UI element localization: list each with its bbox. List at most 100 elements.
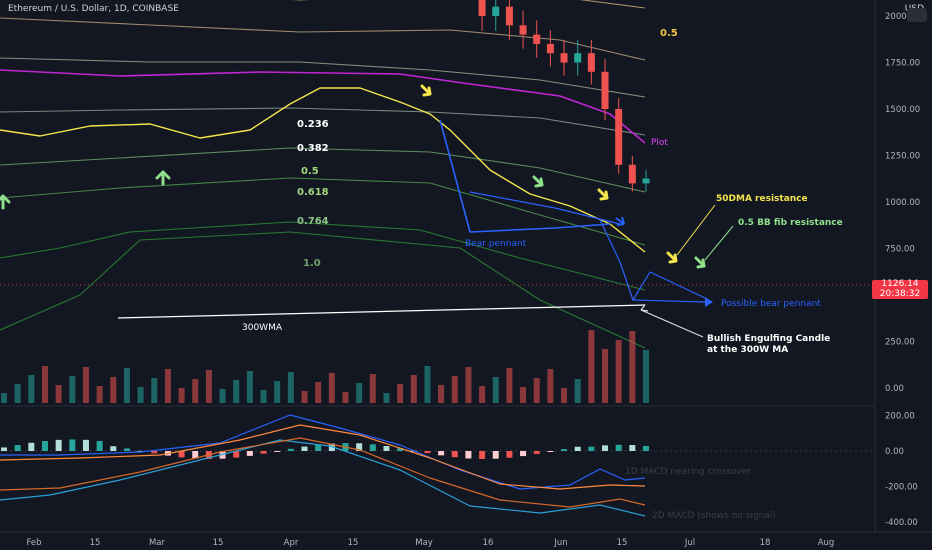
macd-histogram-bar — [383, 446, 390, 451]
volume-bar — [123, 368, 130, 403]
volume-bar — [397, 384, 404, 403]
candle — [560, 53, 568, 63]
macd-tick-label: 200.00 — [885, 412, 915, 422]
macd-histogram-bar — [287, 448, 294, 451]
yellow-arrow-icon — [420, 84, 432, 97]
fib-label: 0.764 — [297, 216, 329, 227]
macd-histogram-bar — [547, 451, 554, 452]
volume-bar — [260, 390, 267, 403]
macd-histogram-bar — [629, 445, 636, 451]
volume-bar — [192, 379, 199, 403]
time-tick-label: 16 — [483, 538, 494, 548]
macd-histogram-bar — [151, 451, 158, 454]
last-price-tag: 1126.14 20:38:32 — [872, 279, 928, 299]
macd-1d-slow — [0, 424, 646, 490]
volume-bar — [465, 367, 472, 403]
time-tick-label: Jun — [553, 538, 567, 548]
macd-histogram-bar — [192, 451, 199, 459]
macd-histogram-bar — [643, 445, 649, 451]
macd-histogram-bar — [492, 451, 499, 459]
possible-pennant-label: Possible bear pennant — [721, 299, 821, 309]
volume-bar — [356, 383, 363, 403]
ma50-resistance-label: 50DMA resistance — [716, 194, 808, 204]
volume-bar — [451, 376, 458, 403]
price-tick-label: 1000.00 — [885, 198, 920, 208]
time-tick-label: Aug — [818, 538, 835, 548]
band-line — [0, 231, 646, 349]
volume-bar — [533, 378, 540, 403]
macd-histogram-bar — [28, 442, 35, 451]
price-tick-label: 0.00 — [885, 384, 904, 394]
macd-histogram-bar — [615, 444, 622, 451]
volume-bar — [588, 330, 595, 403]
volume-bar — [506, 368, 513, 403]
fib-label: 0.618 — [297, 187, 329, 198]
volume-bar — [328, 373, 335, 403]
volume-bar — [233, 380, 240, 403]
time-tick-label: 15 — [617, 538, 628, 548]
volume-bar — [520, 387, 527, 403]
macd-histogram-bar — [520, 451, 527, 457]
symbol-title[interactable]: Ethereum / U.S. Dollar, 1D, COINBASE — [8, 4, 179, 14]
macd-histogram-bar — [465, 451, 472, 459]
macd-histogram-bar — [260, 451, 267, 454]
volume-bar — [178, 388, 185, 403]
volume-bar — [28, 375, 35, 403]
time-tick-label: Feb — [26, 538, 41, 548]
green-arrow-icon — [694, 256, 706, 269]
candle — [587, 53, 595, 72]
band-line — [0, 177, 646, 246]
candle — [492, 6, 500, 16]
macd-2d-label: 2D MACD (shows no signal) — [652, 511, 776, 521]
macd-histogram-bar — [233, 451, 240, 458]
macd-histogram-bar — [82, 439, 89, 451]
time-tick-label: 15 — [348, 538, 359, 548]
macd-histogram-bar — [315, 444, 322, 451]
time-tick-label: 18 — [760, 538, 771, 548]
candle — [628, 164, 636, 184]
candle — [533, 34, 541, 44]
price-tick-label: 1750.00 — [885, 59, 920, 69]
price-tick-label: 1250.00 — [885, 152, 920, 162]
macd-histogram-bar — [274, 451, 281, 452]
macd-histogram-bar — [55, 439, 62, 451]
volume-bar — [1, 393, 7, 403]
macd-histogram-bar — [479, 451, 486, 459]
candle — [601, 71, 609, 109]
volume-bar — [246, 371, 253, 403]
fib-top-label: 0.5 — [660, 28, 678, 39]
macd-histogram-bar — [110, 446, 117, 451]
last-price-countdown: 20:38:32 — [879, 288, 921, 299]
volume-bar — [55, 385, 62, 403]
volume-bar — [602, 349, 609, 403]
time-tick-label: May — [415, 538, 433, 548]
macd-2d-slow — [0, 437, 646, 508]
time-tick-label: Jul — [684, 538, 695, 548]
engulfing-label-1: Bullish Engulfing Candle — [707, 334, 830, 344]
volume-bar — [219, 389, 226, 403]
yellow-arrow-icon — [666, 251, 678, 264]
macd-histogram-bar — [69, 439, 76, 451]
macd-histogram-bar — [356, 443, 363, 451]
fib-label: 0.382 — [297, 143, 329, 154]
macd-histogram-bar — [301, 446, 308, 451]
volume-bar — [82, 367, 89, 403]
band-line — [0, 57, 646, 98]
blue-arrow-icon — [615, 216, 625, 226]
engulfing-label-2: at the 300W MA — [707, 345, 788, 355]
time-tick-label: 15 — [213, 538, 224, 548]
price-tick-label: 250.00 — [885, 338, 915, 348]
macd-histogram-bar — [369, 444, 376, 451]
pennant-arrow-icon — [705, 297, 713, 307]
wma300-label: 300WMA — [242, 323, 283, 333]
macd-histogram-bar — [41, 441, 48, 451]
volume-bar — [479, 386, 486, 403]
volume-bar — [383, 393, 390, 403]
macd-histogram-bar — [178, 451, 185, 458]
volume-bar — [342, 392, 349, 403]
bear-pennant-label: Bear pennant — [465, 239, 527, 249]
ma50-pointer — [676, 204, 716, 256]
volume-bar — [110, 377, 117, 403]
